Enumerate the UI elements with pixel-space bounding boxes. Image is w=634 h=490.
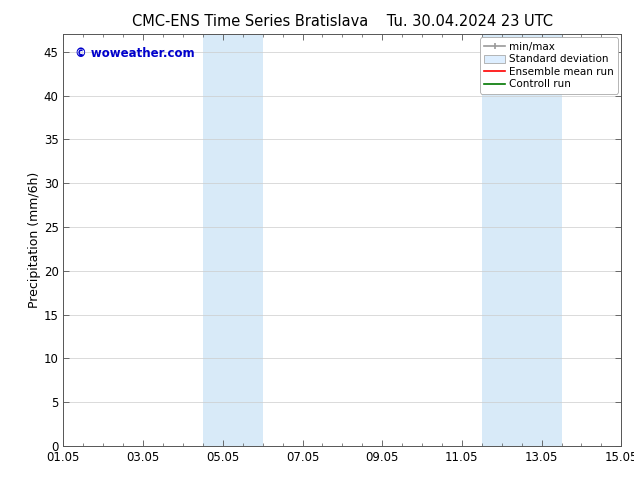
Bar [482,34,562,446]
Y-axis label: Precipitation (mm/6h): Precipitation (mm/6h) [28,172,41,308]
Bar [203,34,262,446]
Text: © woweather.com: © woweather.com [75,47,194,60]
Title: CMC-ENS Time Series Bratislava    Tu. 30.04.2024 23 UTC: CMC-ENS Time Series Bratislava Tu. 30.04… [132,14,553,29]
Legend: min/max, Standard deviation, Ensemble mean run, Controll run: min/max, Standard deviation, Ensemble me… [480,37,618,94]
